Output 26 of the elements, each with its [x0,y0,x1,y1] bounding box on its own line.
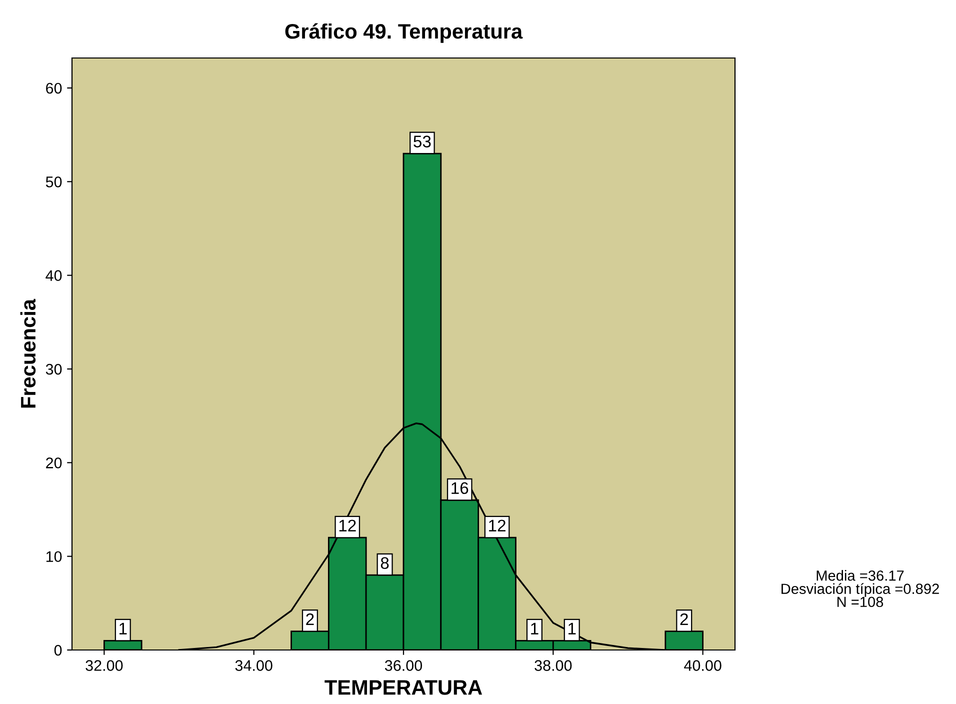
y-tick-label: 10 [46,551,62,562]
x-tick-label: 38.00 [534,660,572,671]
x-tick-label: 40.00 [684,660,722,671]
data-label: 12 [489,520,506,532]
x-axis-title: TEMPERATURA [324,680,482,695]
y-tick-label: 60 [46,82,62,94]
data-label: 1 [531,622,538,634]
y-tick-label: 40 [46,270,62,282]
y-tick-label: 30 [46,364,62,375]
y-tick-label: 20 [46,458,62,468]
y-axis-title: Frecuencia [20,298,36,408]
data-label: 1 [120,622,127,634]
data-label: 2 [680,613,688,625]
y-tick-label: 0 [54,644,62,656]
data-label: 2 [306,613,314,625]
data-label: 16 [452,482,468,494]
chart-title: Gráfico 49. Temperatura [285,23,523,43]
x-tick-label: 32.00 [86,660,123,671]
x-tick-label: 34.00 [235,660,272,671]
data-label: 53 [414,136,431,148]
data-label: 12 [339,520,356,532]
data-label: 8 [380,557,389,569]
data-label: 1 [568,622,576,634]
x-tick-label: 36.00 [384,660,422,671]
text: Media =36.17 Desviación típica =0.892 N =108 [782,570,939,608]
y-tick-label: 50 [46,176,62,188]
